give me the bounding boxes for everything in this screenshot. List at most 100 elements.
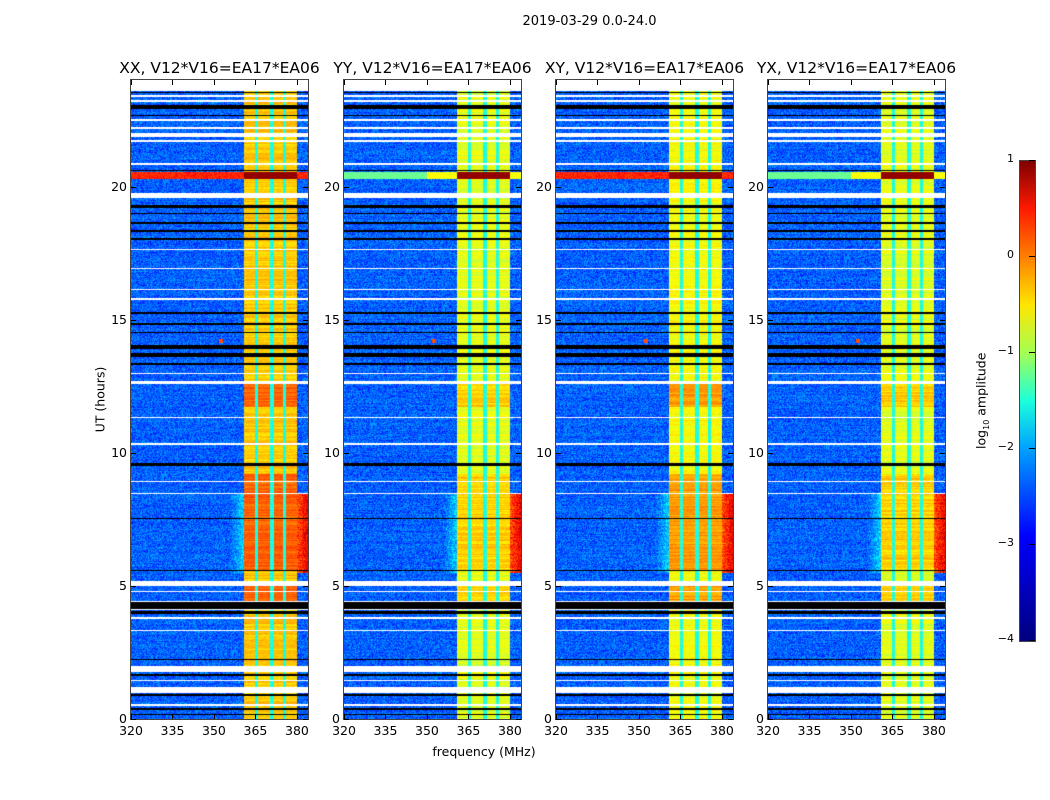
- x-tick-mark: [933, 714, 935, 719]
- x-tick-label: 320: [756, 723, 780, 738]
- y-tick-mark-right: [940, 319, 945, 321]
- x-tick-mark-top: [131, 80, 132, 85]
- x-tick-label: 380: [498, 723, 522, 738]
- y-tick-mark-right: [516, 319, 521, 321]
- figure-title: 2019-03-29 0.0-24.0: [522, 14, 657, 29]
- x-tick-mark-top: [509, 80, 511, 85]
- x-tick-label: 350: [202, 723, 226, 738]
- y-tick-mark: [131, 319, 136, 321]
- colorbar-tick-label: −2: [997, 440, 1014, 453]
- x-tick-mark-top: [296, 80, 298, 85]
- x-tick-mark: [768, 714, 769, 719]
- y-tick-mark-right: [940, 186, 945, 188]
- colorbar-tick-label: −3: [997, 536, 1014, 549]
- x-tick-mark: [809, 714, 811, 719]
- y-tick-label: 10: [748, 444, 764, 460]
- x-tick-mark-top: [468, 80, 470, 85]
- x-tick-mark: [680, 714, 682, 719]
- x-tick-label: 350: [839, 723, 863, 738]
- heatmap-panel-xy: [555, 79, 734, 720]
- panel-title: YX, V12*V16=EA17*EA06: [756, 59, 957, 77]
- y-tick-mark: [131, 719, 136, 720]
- colorbar-tick-mark: [1029, 640, 1035, 641]
- heatmap-canvas: [131, 80, 308, 719]
- x-tick-label: 320: [544, 723, 568, 738]
- y-tick-mark-right: [940, 452, 945, 454]
- y-tick-mark-right: [516, 585, 521, 587]
- y-tick-mark: [344, 585, 349, 587]
- panel-title: XX, V12*V16=EA17*EA06: [119, 59, 320, 77]
- panel-title: XY, V12*V16=EA17*EA06: [544, 59, 745, 77]
- y-tick-mark-right: [728, 186, 733, 188]
- x-tick-mark-top: [768, 80, 769, 85]
- y-tick-label: 15: [748, 311, 764, 327]
- y-tick-label: 15: [111, 311, 127, 327]
- y-tick-mark: [556, 319, 561, 321]
- y-tick-mark: [768, 319, 773, 321]
- x-tick-mark: [892, 714, 894, 719]
- y-tick-label: 0: [756, 711, 764, 726]
- colorbar-tick-label: 1: [1007, 152, 1014, 165]
- y-tick-mark-right: [940, 585, 945, 587]
- x-tick-mark: [850, 714, 852, 719]
- x-tick-mark: [556, 714, 557, 719]
- colorbar-tick-mark: [1029, 256, 1035, 257]
- x-tick-label: 380: [922, 723, 946, 738]
- x-tick-label: 335: [160, 723, 185, 738]
- x-tick-mark-top: [892, 80, 894, 85]
- x-tick-mark: [468, 714, 470, 719]
- y-tick-label: 5: [332, 577, 340, 593]
- x-tick-mark-top: [850, 80, 852, 85]
- x-axis-label: frequency (MHz): [432, 744, 536, 759]
- y-tick-mark: [768, 186, 773, 188]
- y-tick-mark-right: [516, 186, 521, 188]
- x-tick-mark-top: [556, 80, 557, 85]
- colorbar-label-rest: amplitude: [973, 352, 989, 420]
- y-tick-mark-right: [303, 719, 308, 720]
- x-tick-mark: [213, 714, 215, 719]
- colorbar: [1019, 160, 1036, 642]
- x-tick-label: 365: [880, 723, 905, 738]
- y-tick-mark: [768, 452, 773, 454]
- x-tick-label: 365: [668, 723, 693, 738]
- y-tick-label: 0: [332, 711, 340, 726]
- x-tick-mark: [597, 714, 599, 719]
- x-tick-mark-top: [933, 80, 935, 85]
- x-tick-mark-top: [426, 80, 428, 85]
- y-tick-mark: [556, 585, 561, 587]
- x-tick-label: 320: [119, 723, 143, 738]
- x-tick-label: 335: [373, 723, 398, 738]
- heatmap-panel-xx: [130, 79, 309, 720]
- x-tick-mark: [344, 714, 345, 719]
- heatmap-panel-yy: [343, 79, 522, 720]
- y-tick-mark: [344, 719, 349, 720]
- x-tick-label: 380: [710, 723, 734, 738]
- y-tick-mark: [344, 319, 349, 321]
- x-tick-mark-top: [213, 80, 215, 85]
- x-tick-mark-top: [385, 80, 387, 85]
- y-tick-mark-right: [303, 319, 308, 321]
- y-tick-mark-right: [728, 452, 733, 454]
- y-tick-mark-right: [728, 319, 733, 321]
- x-tick-label: 350: [627, 723, 651, 738]
- colorbar-tick-label: −4: [997, 632, 1014, 645]
- x-tick-mark-top: [172, 80, 174, 85]
- x-tick-mark: [721, 714, 723, 719]
- y-tick-mark: [344, 186, 349, 188]
- y-tick-mark-right: [303, 585, 308, 587]
- x-tick-label: 320: [332, 723, 356, 738]
- y-tick-mark: [131, 585, 136, 587]
- y-tick-mark: [556, 719, 561, 720]
- y-tick-mark: [556, 186, 561, 188]
- x-tick-label: 380: [285, 723, 309, 738]
- y-tick-mark: [768, 719, 773, 720]
- colorbar-tick-mark: [1029, 544, 1035, 545]
- y-tick-label: 5: [119, 577, 127, 593]
- x-tick-mark: [296, 714, 298, 719]
- y-tick-label: 5: [544, 577, 552, 593]
- x-tick-mark: [172, 714, 174, 719]
- y-tick-mark-right: [728, 719, 733, 720]
- colorbar-tick-mark: [1029, 448, 1035, 449]
- y-tick-mark-right: [303, 186, 308, 188]
- x-tick-mark-top: [721, 80, 723, 85]
